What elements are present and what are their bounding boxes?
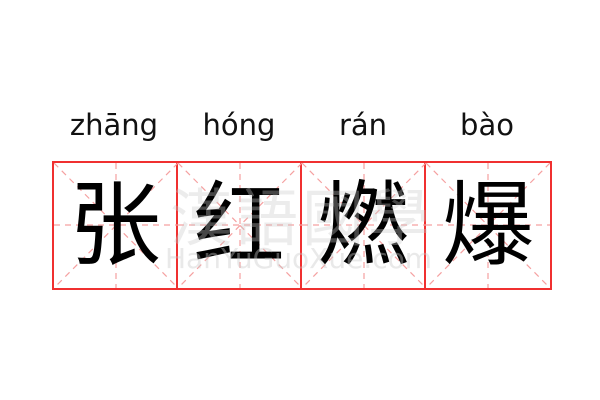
pinyin-2: rán: [338, 108, 388, 142]
character: 燃: [316, 171, 409, 279]
pinyin-1: hóng: [202, 108, 276, 142]
character-cell: 燃: [302, 163, 426, 288]
pinyin-0: zhāng: [69, 108, 159, 142]
character-grid: 张 红 燃 爆: [52, 161, 552, 290]
character: 红: [192, 171, 285, 279]
character-cell: 红: [178, 163, 302, 288]
character: 爆: [441, 171, 534, 279]
character-cell: 爆: [426, 163, 550, 288]
pinyin-3: bào: [460, 108, 514, 142]
character: 张: [68, 171, 161, 279]
character-cell: 张: [54, 163, 178, 288]
